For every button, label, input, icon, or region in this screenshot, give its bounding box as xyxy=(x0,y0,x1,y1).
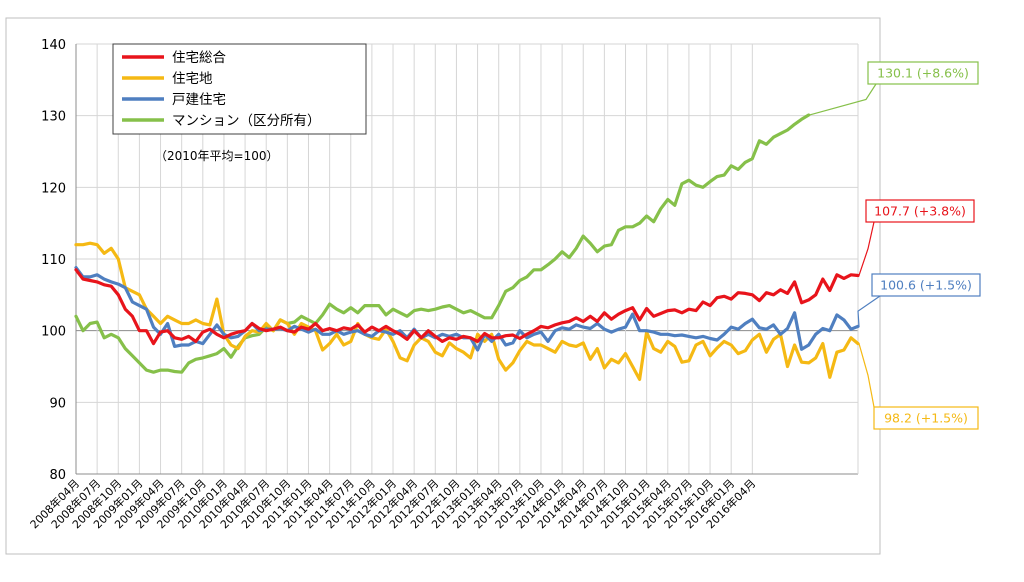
y-axis-ticks: 80 90 100 110 120 130 140 xyxy=(41,38,66,483)
callout-leader-0 xyxy=(858,221,875,276)
y-tick-label: 90 xyxy=(49,396,66,411)
x-axis-ticks: 2008年04月2008年07月2008年10月2009年01月2009年04月… xyxy=(27,476,758,531)
end-value-callouts: 107.7 (+3.8%) 98.2 (+1.5%) 100.6 (+1.5%) 13… xyxy=(809,61,981,430)
legend-label-1: 住宅地 xyxy=(172,71,213,87)
callout-label-1: 98.2 (+1.5%) xyxy=(884,411,968,426)
series-lines xyxy=(74,113,860,381)
legend-label-3: マンション（区分所有） xyxy=(172,113,321,129)
y-tick-label: 80 xyxy=(49,468,66,483)
callout-leader-3 xyxy=(809,83,877,116)
callout-box-1 xyxy=(873,406,979,430)
legend-label-0: 住宅総合 xyxy=(172,50,226,66)
baseline-note: （2010年平均=100） xyxy=(155,149,279,163)
y-tick-label: 100 xyxy=(41,325,66,340)
y-tick-label: 120 xyxy=(41,181,66,196)
series-line-1 xyxy=(74,241,860,381)
y-tick-label: 130 xyxy=(41,110,66,125)
callout-label-0: 107.7 (+3.8%) xyxy=(874,204,966,219)
callout-box-0 xyxy=(865,199,975,223)
series-line-3 xyxy=(74,113,811,374)
legend-label-2: 戸建住宅 xyxy=(172,92,226,108)
series-line-0 xyxy=(74,268,860,346)
y-tick-label: 140 xyxy=(41,38,66,53)
callout-leader-1 xyxy=(858,343,875,408)
callout-leader-2 xyxy=(857,295,881,327)
callout-label-2: 100.6 (+1.5%) xyxy=(880,278,972,293)
y-tick-label: 110 xyxy=(41,253,66,268)
callout-box-3 xyxy=(867,61,979,85)
callout-box-2 xyxy=(871,273,981,297)
callout-label-3: 130.1 (+8.6%) xyxy=(877,66,969,81)
